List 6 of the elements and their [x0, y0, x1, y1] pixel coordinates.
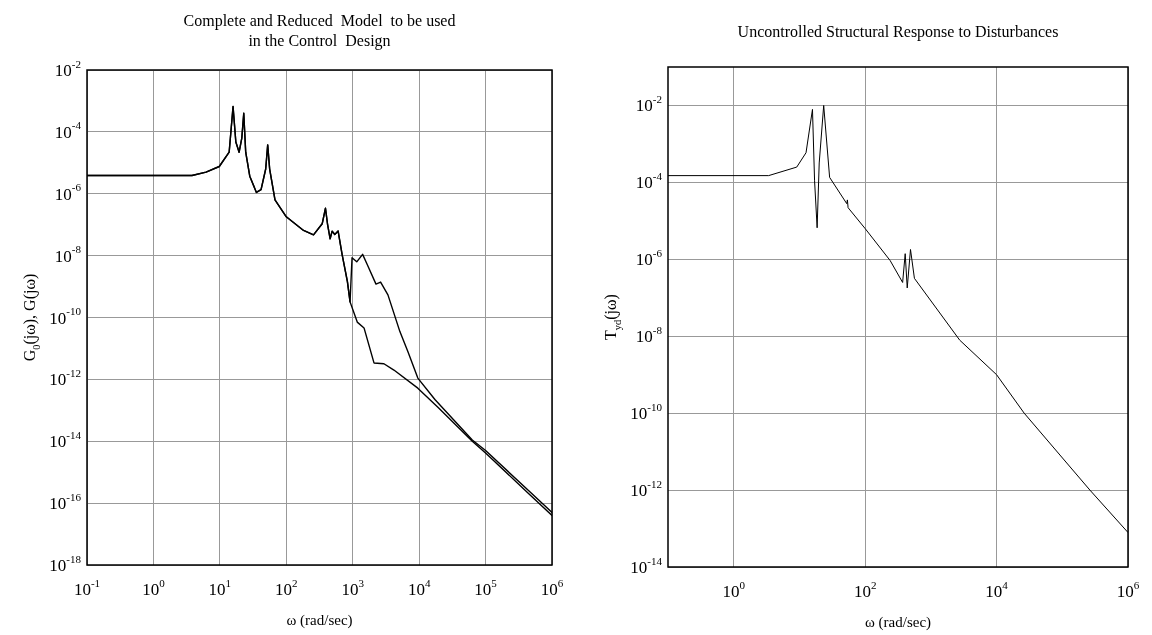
chart-title: Complete and Reduced Model to be used in the Control Design — [183, 12, 456, 50]
y-axis-title: G0(jω), G(jω) — [21, 273, 43, 362]
chart-title: Uncontrolled Structural Response to Disturbances — [737, 23, 1059, 41]
y-axis-title: Tyd(jω) — [602, 294, 624, 340]
x-axis-title: ω (rad/sec) — [286, 612, 353, 629]
x-axis-title: ω (rad/sec) — [864, 614, 932, 631]
